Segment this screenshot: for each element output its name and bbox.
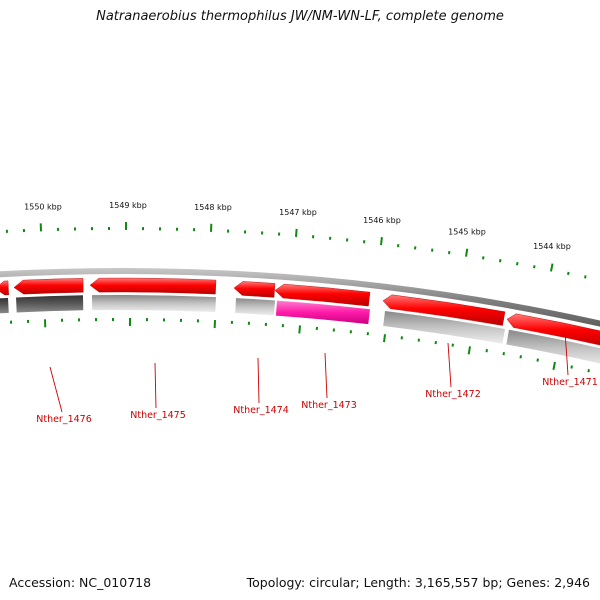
gene-label-leader — [154, 362, 157, 409]
gene-arrow[interactable] — [233, 281, 276, 298]
scale-tick-label: 1547 kbp — [279, 208, 317, 217]
inner-tick — [587, 369, 590, 373]
gene-arrow[interactable] — [382, 294, 506, 326]
inner-tick — [502, 352, 505, 356]
gene-band[interactable] — [506, 329, 600, 368]
gene-features — [0, 277, 600, 368]
gene-label-leader — [324, 352, 328, 399]
inner-tick — [519, 355, 522, 359]
gene-label[interactable]: Nther_1475 — [130, 410, 186, 421]
scale-tick — [567, 271, 570, 276]
gene-label-leader — [564, 330, 569, 376]
gene-label-leader — [447, 342, 452, 388]
gene-band-highlight[interactable] — [275, 300, 370, 325]
gene-label-leader — [257, 357, 260, 404]
scale-tick — [380, 237, 383, 246]
scale-tick — [516, 262, 519, 266]
scale-tick — [550, 263, 554, 272]
inner-tick — [570, 365, 573, 369]
gene-band[interactable] — [235, 298, 275, 316]
map-title: Natranaerobius thermophilus JW/NM-WN-LF,… — [96, 9, 504, 24]
gene-labels: Nther_1476 Nther_1475 Nther_1474 Nther_1473… — [36, 330, 598, 425]
scale-tick-label: 1550 kbp — [24, 202, 62, 211]
inner-tick — [383, 334, 386, 343]
scale-tick — [499, 259, 502, 263]
gene-band[interactable] — [0, 297, 9, 314]
backbone-ring — [0, 268, 600, 327]
topology-summary: Topology: circular; Length: 3,165,557 bp… — [246, 575, 590, 590]
scale-tick-labels: 1550 kbp 1549 kbp 1548 kbp 1547 kbp 1546 kbp… — [24, 201, 571, 251]
gene-label[interactable]: Nther_1472 — [425, 389, 481, 400]
gene-label[interactable]: Nther_1476 — [36, 414, 92, 425]
accession-label: Accession: NC_010718 — [9, 575, 152, 590]
scale-tick — [465, 248, 469, 257]
genome-backbone — [0, 268, 600, 327]
gene-label[interactable]: Nther_1471 — [542, 377, 598, 388]
scale-tick-label: 1545 kbp — [448, 227, 486, 236]
scale-tick — [295, 228, 298, 237]
scale-tick — [533, 265, 536, 269]
inner-tick — [298, 325, 301, 334]
inner-tick — [467, 346, 471, 355]
scale-tick-label: 1548 kbp — [194, 203, 232, 212]
gene-arrow[interactable] — [0, 280, 9, 296]
gene-label-leader — [49, 366, 63, 413]
inner-tick — [536, 358, 539, 362]
gene-band[interactable] — [16, 295, 84, 313]
scale-tick-label: 1546 kbp — [363, 216, 401, 225]
gene-arrow[interactable] — [506, 313, 600, 349]
gene-arrow[interactable] — [274, 283, 371, 307]
gene-arrow[interactable] — [89, 277, 217, 295]
inner-tick — [552, 361, 556, 371]
gene-label[interactable]: Nther_1474 — [233, 405, 289, 416]
gene-band[interactable] — [92, 294, 216, 313]
scale-tick-label: 1549 kbp — [109, 201, 147, 210]
scale-ticks — [5, 222, 590, 373]
gene-band[interactable] — [383, 311, 505, 344]
gene-label[interactable]: Nther_1473 — [301, 400, 357, 411]
scale-tick-label: 1544 kbp — [533, 242, 571, 251]
inner-tick — [485, 349, 488, 353]
scale-tick — [584, 275, 587, 279]
gene-arrow[interactable] — [13, 278, 84, 295]
